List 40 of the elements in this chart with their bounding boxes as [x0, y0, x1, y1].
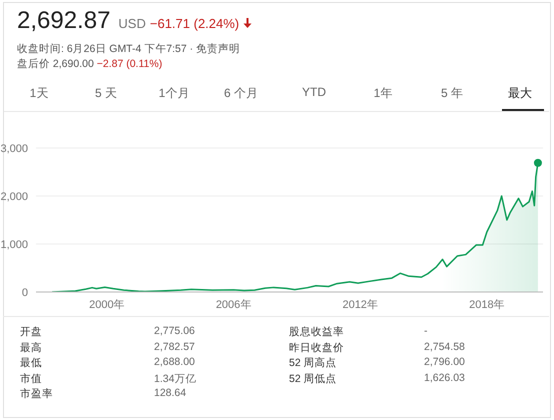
text: 收盘时间: 6月26日 GMT-4 下午7:57 · 免责声明 — [17, 42, 240, 56]
text: 市盈率 — [20, 387, 54, 402]
x-tick-label: 2018年 — [469, 298, 505, 311]
text: 52 周高点 — [289, 356, 338, 372]
text: 2,775.06 — [154, 325, 195, 339]
text: 市值 — [20, 372, 43, 387]
text: 最低 — [20, 356, 43, 372]
text: YTD — [301, 85, 327, 99]
text: 6 个月 — [222, 85, 259, 102]
text: 52 周低点 — [289, 372, 338, 387]
y-tick-label: 0 — [22, 286, 28, 299]
text: 1.34万亿 — [154, 372, 196, 387]
text: 1个月 — [158, 85, 190, 102]
text: −2.87 (0.11%) — [96, 58, 162, 70]
text: 2,754.58 — [424, 340, 465, 355]
text: - — [424, 325, 428, 339]
text: 2,782.57 — [154, 340, 195, 355]
text: 盘后价 2,690.00 — [17, 58, 94, 70]
chart-title: 2,692.87 — [17, 7, 110, 35]
text: 1年 — [372, 85, 394, 102]
text: 1,626.03 — [424, 372, 465, 386]
text: −61.71 (2.24%) — [150, 16, 240, 31]
text: 5 天 — [94, 85, 118, 102]
text: 2,688.00 — [154, 356, 195, 370]
text: 2,796.00 — [424, 356, 465, 370]
x-tick-label: 2012年 — [342, 298, 378, 311]
text: 最大 — [507, 85, 533, 102]
y-tick-label: 3,000 — [0, 142, 28, 155]
text: 昨日收盘价 — [289, 340, 345, 356]
text: 128.64 — [154, 387, 186, 402]
y-tick-label: 1,000 — [0, 238, 28, 251]
text: 开盘 — [20, 325, 43, 340]
text: 最高 — [20, 340, 43, 356]
text: 5 年 — [440, 85, 464, 102]
text: USD — [118, 16, 146, 31]
x-tick-label: 2006年 — [216, 298, 252, 311]
x-tick-label: 2000年 — [89, 298, 125, 311]
y-tick-label: 2,000 — [0, 190, 28, 203]
text: 1天 — [28, 85, 50, 102]
text: 股息收益率 — [289, 325, 345, 340]
